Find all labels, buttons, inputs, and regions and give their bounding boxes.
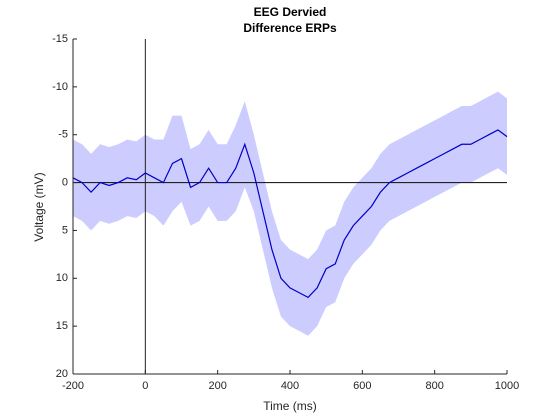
y-tick-label: 5 xyxy=(62,224,68,236)
x-axis-label: Time (ms) xyxy=(263,399,317,413)
y-tick-label: 10 xyxy=(56,272,68,284)
x-tick-label: 400 xyxy=(281,380,299,392)
confidence-band xyxy=(73,91,507,336)
x-tick-label: 200 xyxy=(208,380,226,392)
x-tick-label: 0 xyxy=(142,380,148,392)
chart-subtitle: Difference ERPs xyxy=(243,21,337,35)
y-axis-label: Voltage (mV) xyxy=(32,172,46,241)
x-tick-label: 600 xyxy=(353,380,371,392)
x-tick-label: -200 xyxy=(62,380,84,392)
x-tick-label: 800 xyxy=(425,380,443,392)
y-tick-label: 15 xyxy=(56,320,68,332)
y-tick-label: 20 xyxy=(56,368,68,380)
x-tick-label: 1000 xyxy=(495,380,519,392)
mean-line xyxy=(72,129,508,299)
y-tick-label: 0 xyxy=(62,176,68,188)
y-tick-label: -5 xyxy=(58,129,68,141)
chart-title: EEG Dervied xyxy=(254,5,327,19)
y-tick-label: -15 xyxy=(52,33,68,45)
y-tick-label: -10 xyxy=(52,81,68,93)
